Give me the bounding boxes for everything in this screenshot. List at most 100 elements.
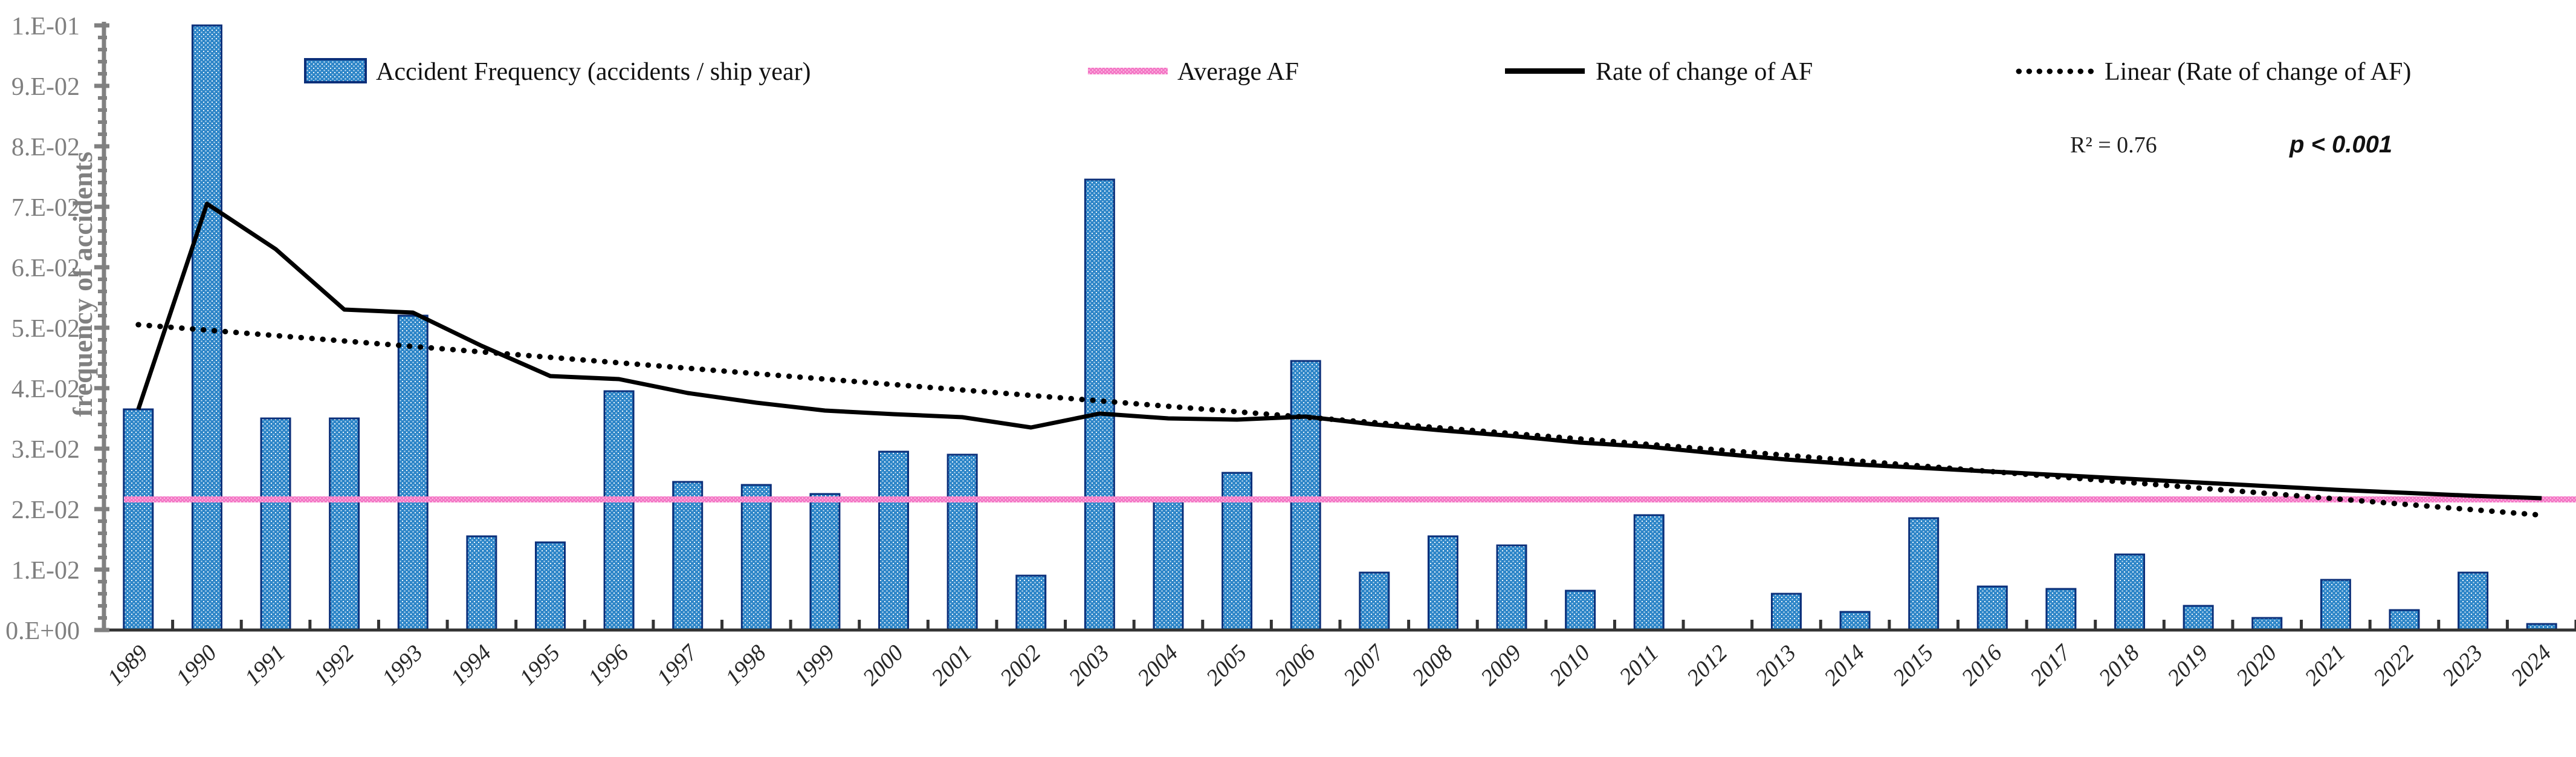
y-tick-label: 5.E-02 [11, 315, 80, 343]
bar-1999 [809, 493, 841, 631]
y-axis-title: frequency of accidents [67, 152, 98, 417]
y-tick-label: 8.E-02 [11, 134, 80, 161]
x-tick-label-2003: 2003 [1064, 640, 1114, 690]
x-tick-label-2014: 2014 [1819, 640, 1869, 690]
x-tick-label-2024: 2024 [2506, 640, 2556, 690]
x-tick-label-1989: 1989 [103, 640, 153, 690]
x-tick-label-2010: 2010 [1545, 640, 1595, 690]
bar-1996 [603, 390, 635, 631]
axes-layer [94, 22, 2576, 632]
x-tick-label-1996: 1996 [583, 640, 633, 690]
rate-of-change-line [136, 201, 2542, 501]
x-tick-label-2012: 2012 [1682, 640, 1732, 690]
bar-2019 [2183, 605, 2214, 631]
legend-item-rate-of-change: Rate of change of AF [1505, 58, 1813, 86]
x-tick-label-1992: 1992 [309, 640, 359, 690]
x-tick-label-2015: 2015 [1888, 640, 1938, 690]
x-tick-label-2006: 2006 [1270, 640, 1320, 690]
legend-item-accident-frequency: Accident Frequency (accidents / ship yea… [304, 58, 811, 86]
bar-2014 [1839, 611, 1871, 631]
x-tick-label-2020: 2020 [2231, 640, 2282, 690]
average-af-line [124, 496, 2576, 502]
bar-1990 [191, 24, 222, 631]
y-tick-label: 4.E-02 [11, 375, 80, 403]
bar-2020 [2251, 617, 2283, 631]
x-tick-label-2002: 2002 [995, 640, 1046, 690]
x-tick-label-2018: 2018 [2094, 640, 2144, 690]
x-tick-label-2023: 2023 [2438, 640, 2488, 690]
x-tick-label-2011: 2011 [1614, 640, 1663, 689]
bar-2003 [1084, 178, 1115, 631]
x-tick-label-1999: 1999 [789, 640, 840, 690]
y-tick-label: 9.E-02 [11, 73, 80, 101]
legend-item-linear-trend: Linear (Rate of change of AF) [2016, 58, 2411, 86]
legend-swatch-rate-line [1505, 68, 1585, 74]
bar-2016 [1976, 585, 2008, 631]
bar-2023 [2458, 571, 2489, 631]
bar-2022 [2389, 609, 2420, 631]
bar-1997 [672, 481, 704, 631]
x-tick-label-2017: 2017 [2025, 639, 2077, 690]
p-value: p < 0.001 [2289, 131, 2392, 158]
x-tick-label-1994: 1994 [446, 640, 496, 690]
bar-1991 [260, 417, 291, 631]
x-tick-label-2009: 2009 [1476, 640, 1526, 690]
bar-2017 [2045, 588, 2077, 631]
y-tick-label: 7.E-02 [11, 194, 80, 222]
legend-swatch-average-line [1088, 68, 1168, 74]
x-tick-label-2001: 2001 [927, 640, 977, 690]
linear-trend-line [135, 322, 2545, 518]
bar-2000 [878, 450, 910, 631]
x-tick-label-1990: 1990 [171, 640, 221, 690]
bar-2002 [1015, 574, 1047, 631]
rate-line-layer [136, 201, 2542, 501]
x-tick-label-1998: 1998 [720, 640, 771, 690]
y-tick-label: 1.E-02 [11, 557, 80, 585]
x-tick-label-2008: 2008 [1407, 640, 1457, 690]
stats-annotation: R² = 0.76 p < 0.001 [2070, 131, 2392, 158]
y-tick-labels: 0.E+00 1.E-02 2.E-02 3.E-02 4.E-02 5.E-02 6.E-… [5, 13, 80, 645]
bar-1992 [329, 417, 360, 631]
legend-label-accident-frequency: Accident Frequency (accidents / ship yea… [376, 58, 811, 86]
legend-item-average-af: Average AF [1088, 58, 1299, 86]
y-tick-label: 3.E-02 [11, 436, 80, 464]
bar-1998 [740, 484, 772, 631]
trend-line-layer [135, 322, 2545, 518]
bar-1993 [397, 314, 429, 631]
bar-2006 [1290, 360, 1321, 631]
bar-series [123, 24, 2557, 631]
bar-2007 [1359, 571, 1390, 631]
x-tick-label-2016: 2016 [1956, 640, 2007, 690]
x-tick-label-2021: 2021 [2300, 640, 2350, 690]
y-tick-label: 6.E-02 [11, 255, 80, 282]
bar-2015 [1908, 517, 1940, 631]
bar-2009 [1496, 544, 1527, 631]
average-line-layer [124, 496, 2576, 502]
x-tick-label-1993: 1993 [377, 640, 427, 690]
y-tick-label: 1.E-01 [11, 13, 80, 41]
legend-swatch-bar [304, 58, 367, 83]
x-tick-label-1997: 1997 [652, 639, 704, 690]
bar-2018 [2114, 553, 2146, 631]
x-tick-label-1995: 1995 [514, 640, 565, 690]
bar-2011 [1633, 514, 1665, 631]
bar-2004 [1153, 499, 1184, 631]
x-tick-label-2013: 2013 [1750, 640, 1801, 690]
x-tick-labels: 1989 1990 1991 1992 1993 1994 1995 1996 1997 1998… [103, 639, 2557, 690]
legend-label-rate-of-change: Rate of change of AF [1596, 58, 1813, 86]
bar-2013 [1770, 593, 1802, 631]
bar-2001 [947, 453, 978, 631]
x-tick-label-1991: 1991 [240, 640, 290, 690]
y-tick-label: 0.E+00 [5, 617, 80, 645]
bar-2021 [2320, 579, 2351, 631]
r-squared-value: R² = 0.76 [2070, 132, 2157, 158]
bar-1994 [466, 535, 497, 631]
x-tick-label-2007: 2007 [1339, 639, 1390, 690]
x-tick-label-2000: 2000 [858, 640, 908, 690]
legend-label-linear-trend: Linear (Rate of change of AF) [2105, 58, 2411, 86]
legend: Accident Frequency (accidents / ship yea… [304, 58, 2411, 86]
x-tick-label-2004: 2004 [1133, 640, 1183, 690]
bar-2008 [1427, 535, 1458, 631]
